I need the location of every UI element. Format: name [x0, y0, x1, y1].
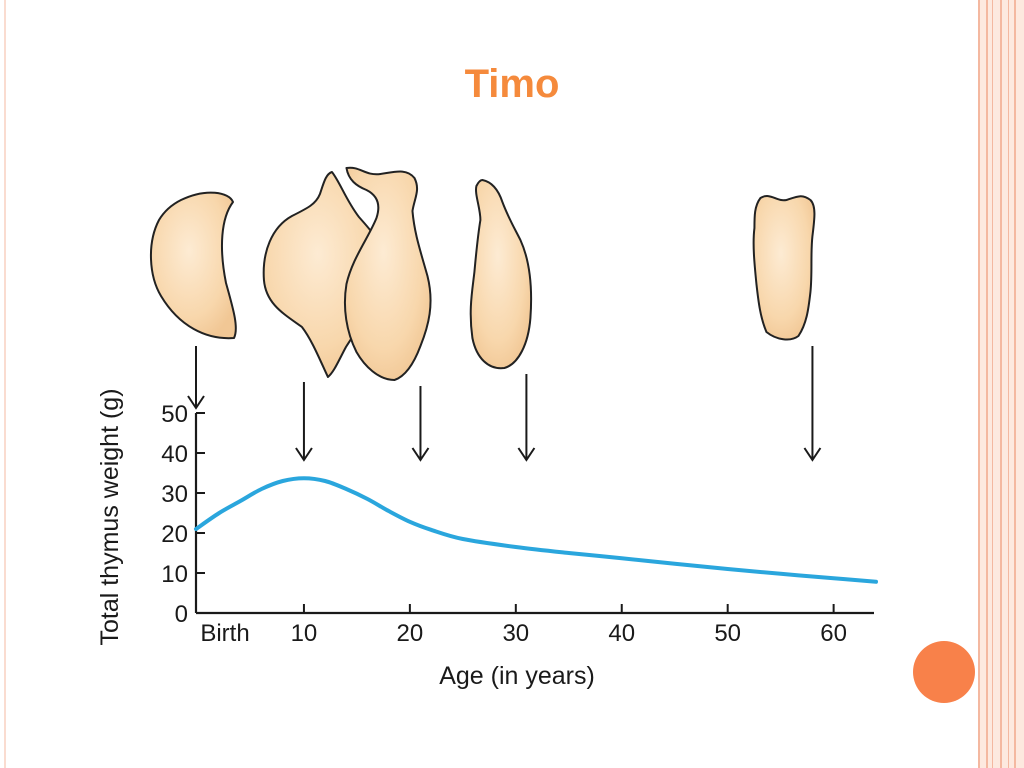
slide-title: Timo	[464, 62, 560, 106]
thymus-weight-series-line	[194, 476, 878, 584]
x-tick-label: 40	[608, 620, 635, 647]
x-axis-title: Age (in years)	[439, 662, 595, 690]
thymus-organ-icon	[343, 166, 432, 381]
y-tick-label: 30	[161, 481, 188, 508]
y-tick-label: 20	[161, 521, 188, 548]
thymus-organ-icon	[752, 195, 816, 341]
down-arrow-icon	[803, 346, 822, 462]
x-tick-label: 10	[291, 620, 318, 647]
x-tick-label: 20	[397, 620, 424, 647]
y-tick-label: 0	[175, 601, 188, 628]
x-tick-label: Birth	[200, 620, 249, 647]
down-arrow-icon	[187, 346, 205, 410]
y-tick-label: 40	[161, 441, 188, 468]
down-arrow-icon	[517, 374, 536, 462]
thymus-organ-icon	[150, 191, 237, 340]
x-tick-label: 50	[714, 620, 741, 647]
y-tick-label: 10	[161, 561, 188, 588]
x-tick-label: 30	[502, 620, 529, 647]
down-arrow-icon	[411, 386, 430, 462]
orange-circle-decoration	[913, 641, 975, 703]
x-tick-label: 60	[820, 620, 847, 647]
y-axis-title: Total thymus weight (g)	[96, 388, 124, 645]
thymus-organ-icon	[469, 179, 533, 370]
down-arrow-icon	[295, 382, 313, 462]
y-tick-label: 50	[161, 401, 188, 428]
